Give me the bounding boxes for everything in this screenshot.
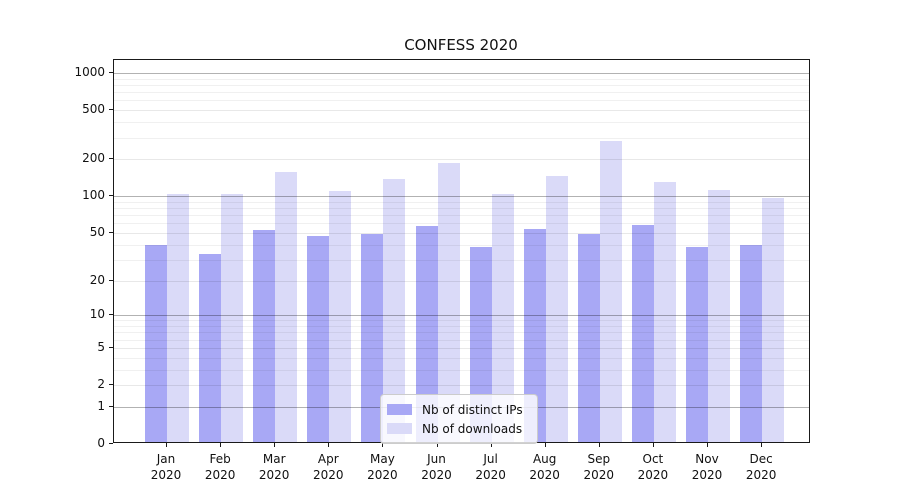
bar (740, 245, 763, 442)
gridline-minor (114, 223, 809, 225)
chart-title: CONFESS 2020 (404, 36, 518, 54)
x-tick-label: Sep 2020 (583, 452, 615, 482)
gridline-minor (114, 208, 809, 209)
bar (167, 194, 189, 442)
y-tick-label: 500 (82, 102, 105, 117)
gridline-minor (114, 215, 809, 217)
y-tick-label: 200 (82, 151, 105, 166)
gridline-minor (114, 85, 809, 86)
y-tick-mark (109, 384, 113, 385)
bar (275, 171, 298, 442)
y-tick-label: 5 (97, 339, 105, 354)
x-tick-label: Oct 2020 (637, 452, 669, 482)
gridline-minor (114, 137, 809, 139)
legend-swatch-downloads-icon (387, 423, 412, 434)
bar (253, 229, 276, 442)
gridline-minor (114, 78, 809, 80)
x-tick-label: Mar 2020 (258, 452, 290, 482)
legend-label-distinct-ips: Nb of distinct IPs (422, 402, 523, 417)
bar (361, 234, 384, 442)
y-tick-mark (109, 279, 113, 281)
y-tick-mark (109, 158, 113, 160)
plot-area: Nb of distinct IPs Nb of downloads (113, 59, 810, 444)
x-tick-label: Dec 2020 (745, 452, 777, 482)
x-tick-mark (544, 443, 546, 447)
y-tick-label: 10 (89, 307, 105, 322)
x-tick-label: Nov 2020 (691, 452, 723, 482)
gridline-minor (114, 122, 809, 124)
y-tick-label: 1 (97, 398, 105, 413)
y-tick-label: 0 (97, 436, 105, 450)
x-tick-label: Jan 2020 (150, 452, 182, 482)
x-tick-label: May 2020 (367, 452, 398, 482)
gridline (114, 159, 809, 161)
bar (491, 193, 514, 442)
bar (545, 175, 568, 442)
bar (577, 234, 600, 442)
x-tick-mark (598, 443, 600, 447)
y-tick-label: 100 (82, 188, 105, 203)
y-tick-label: 50 (89, 224, 105, 239)
x-tick-label: Jun 2020 (421, 452, 452, 482)
bar (221, 194, 244, 442)
legend-item-distinct-ips: Nb of distinct IPs (387, 400, 529, 419)
bar (383, 179, 406, 442)
y-tick-mark (109, 443, 113, 444)
bar (469, 246, 492, 442)
x-tick-label: Feb 2020 (204, 452, 236, 482)
bar (437, 162, 460, 442)
y-tick-mark (109, 314, 113, 316)
y-tick-mark (109, 109, 113, 111)
x-tick-mark (652, 443, 654, 447)
bar (708, 189, 730, 442)
gridline-minor (114, 100, 809, 102)
x-tick-mark (761, 443, 763, 447)
bar (329, 191, 352, 442)
x-tick-mark (436, 443, 438, 447)
gridline (114, 196, 809, 198)
bar (145, 245, 167, 442)
x-tick-mark (220, 443, 222, 447)
gridline (114, 73, 809, 74)
gridline-minor (114, 92, 809, 94)
y-tick-label: 1000 (74, 65, 105, 79)
bar (199, 254, 222, 442)
x-tick-label: Apr 2020 (313, 452, 344, 482)
bar (415, 225, 438, 442)
y-tick-label: 2 (97, 377, 105, 391)
y-tick-mark (109, 195, 113, 197)
bar (523, 228, 546, 442)
bar (307, 236, 330, 442)
y-tick-mark (109, 405, 113, 407)
gridline (114, 110, 809, 112)
y-tick-mark (109, 346, 113, 348)
x-tick-mark (274, 443, 276, 447)
legend-label-downloads: Nb of downloads (422, 421, 523, 436)
y-tick-mark (109, 231, 113, 233)
bar (599, 141, 622, 442)
x-tick-mark (490, 443, 492, 447)
legend: Nb of distinct IPs Nb of downloads (380, 394, 538, 444)
x-tick-mark (382, 443, 384, 447)
bar (686, 246, 708, 442)
x-tick-label: Jul 2020 (475, 452, 506, 482)
gridline-minor (114, 244, 809, 246)
gridline-minor (114, 201, 809, 203)
y-tick-mark (109, 72, 113, 73)
x-tick-mark (707, 443, 708, 447)
bar (631, 224, 654, 442)
x-tick-mark (328, 443, 330, 447)
legend-item-downloads: Nb of downloads (387, 419, 529, 438)
y-tick-label: 20 (89, 272, 105, 287)
x-tick-mark (166, 443, 167, 447)
bar (653, 181, 676, 442)
legend-swatch-distinct-ips-icon (387, 404, 412, 415)
x-tick-label: Aug 2020 (529, 452, 560, 482)
bar (762, 198, 785, 442)
gridline (114, 232, 809, 234)
